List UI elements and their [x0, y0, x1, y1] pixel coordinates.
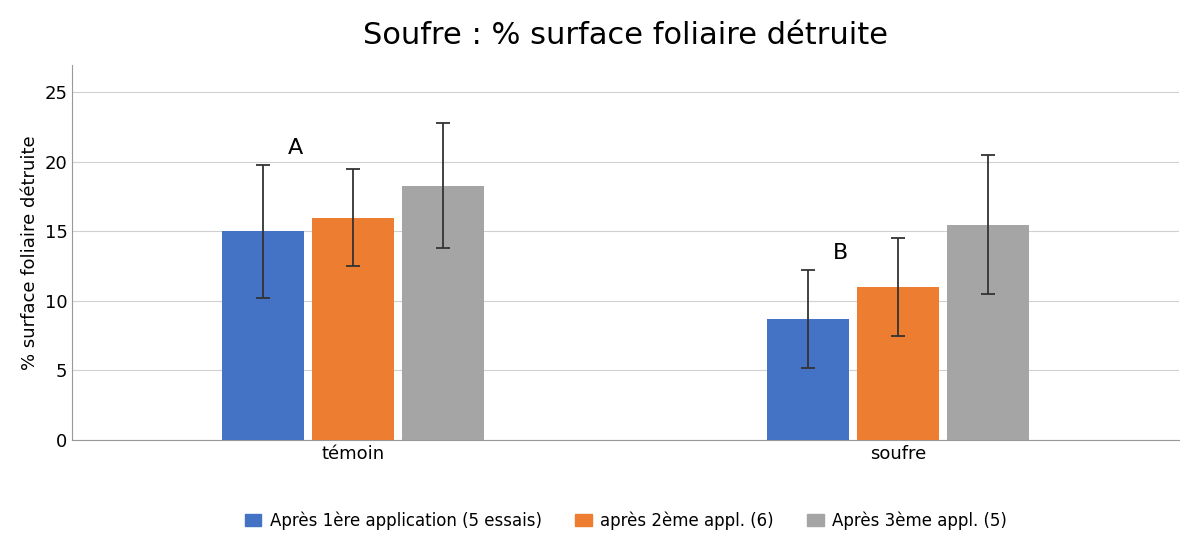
Title: Soufre : % surface foliaire détruite: Soufre : % surface foliaire détruite — [364, 21, 888, 50]
Bar — [768, 319, 850, 440]
Text: A: A — [288, 138, 302, 158]
Legend: Après 1ère application (5 essais), après 2ème appl. (6), Après 3ème appl. (5): Après 1ère application (5 essais), après… — [238, 505, 1014, 536]
Y-axis label: % surface foliaire détruite: % surface foliaire détruite — [20, 135, 38, 370]
Bar — [402, 185, 484, 440]
Text: B: B — [833, 244, 848, 263]
Bar — [312, 218, 394, 440]
Bar — [858, 287, 940, 440]
Bar — [948, 224, 1030, 440]
Bar — [222, 232, 304, 440]
